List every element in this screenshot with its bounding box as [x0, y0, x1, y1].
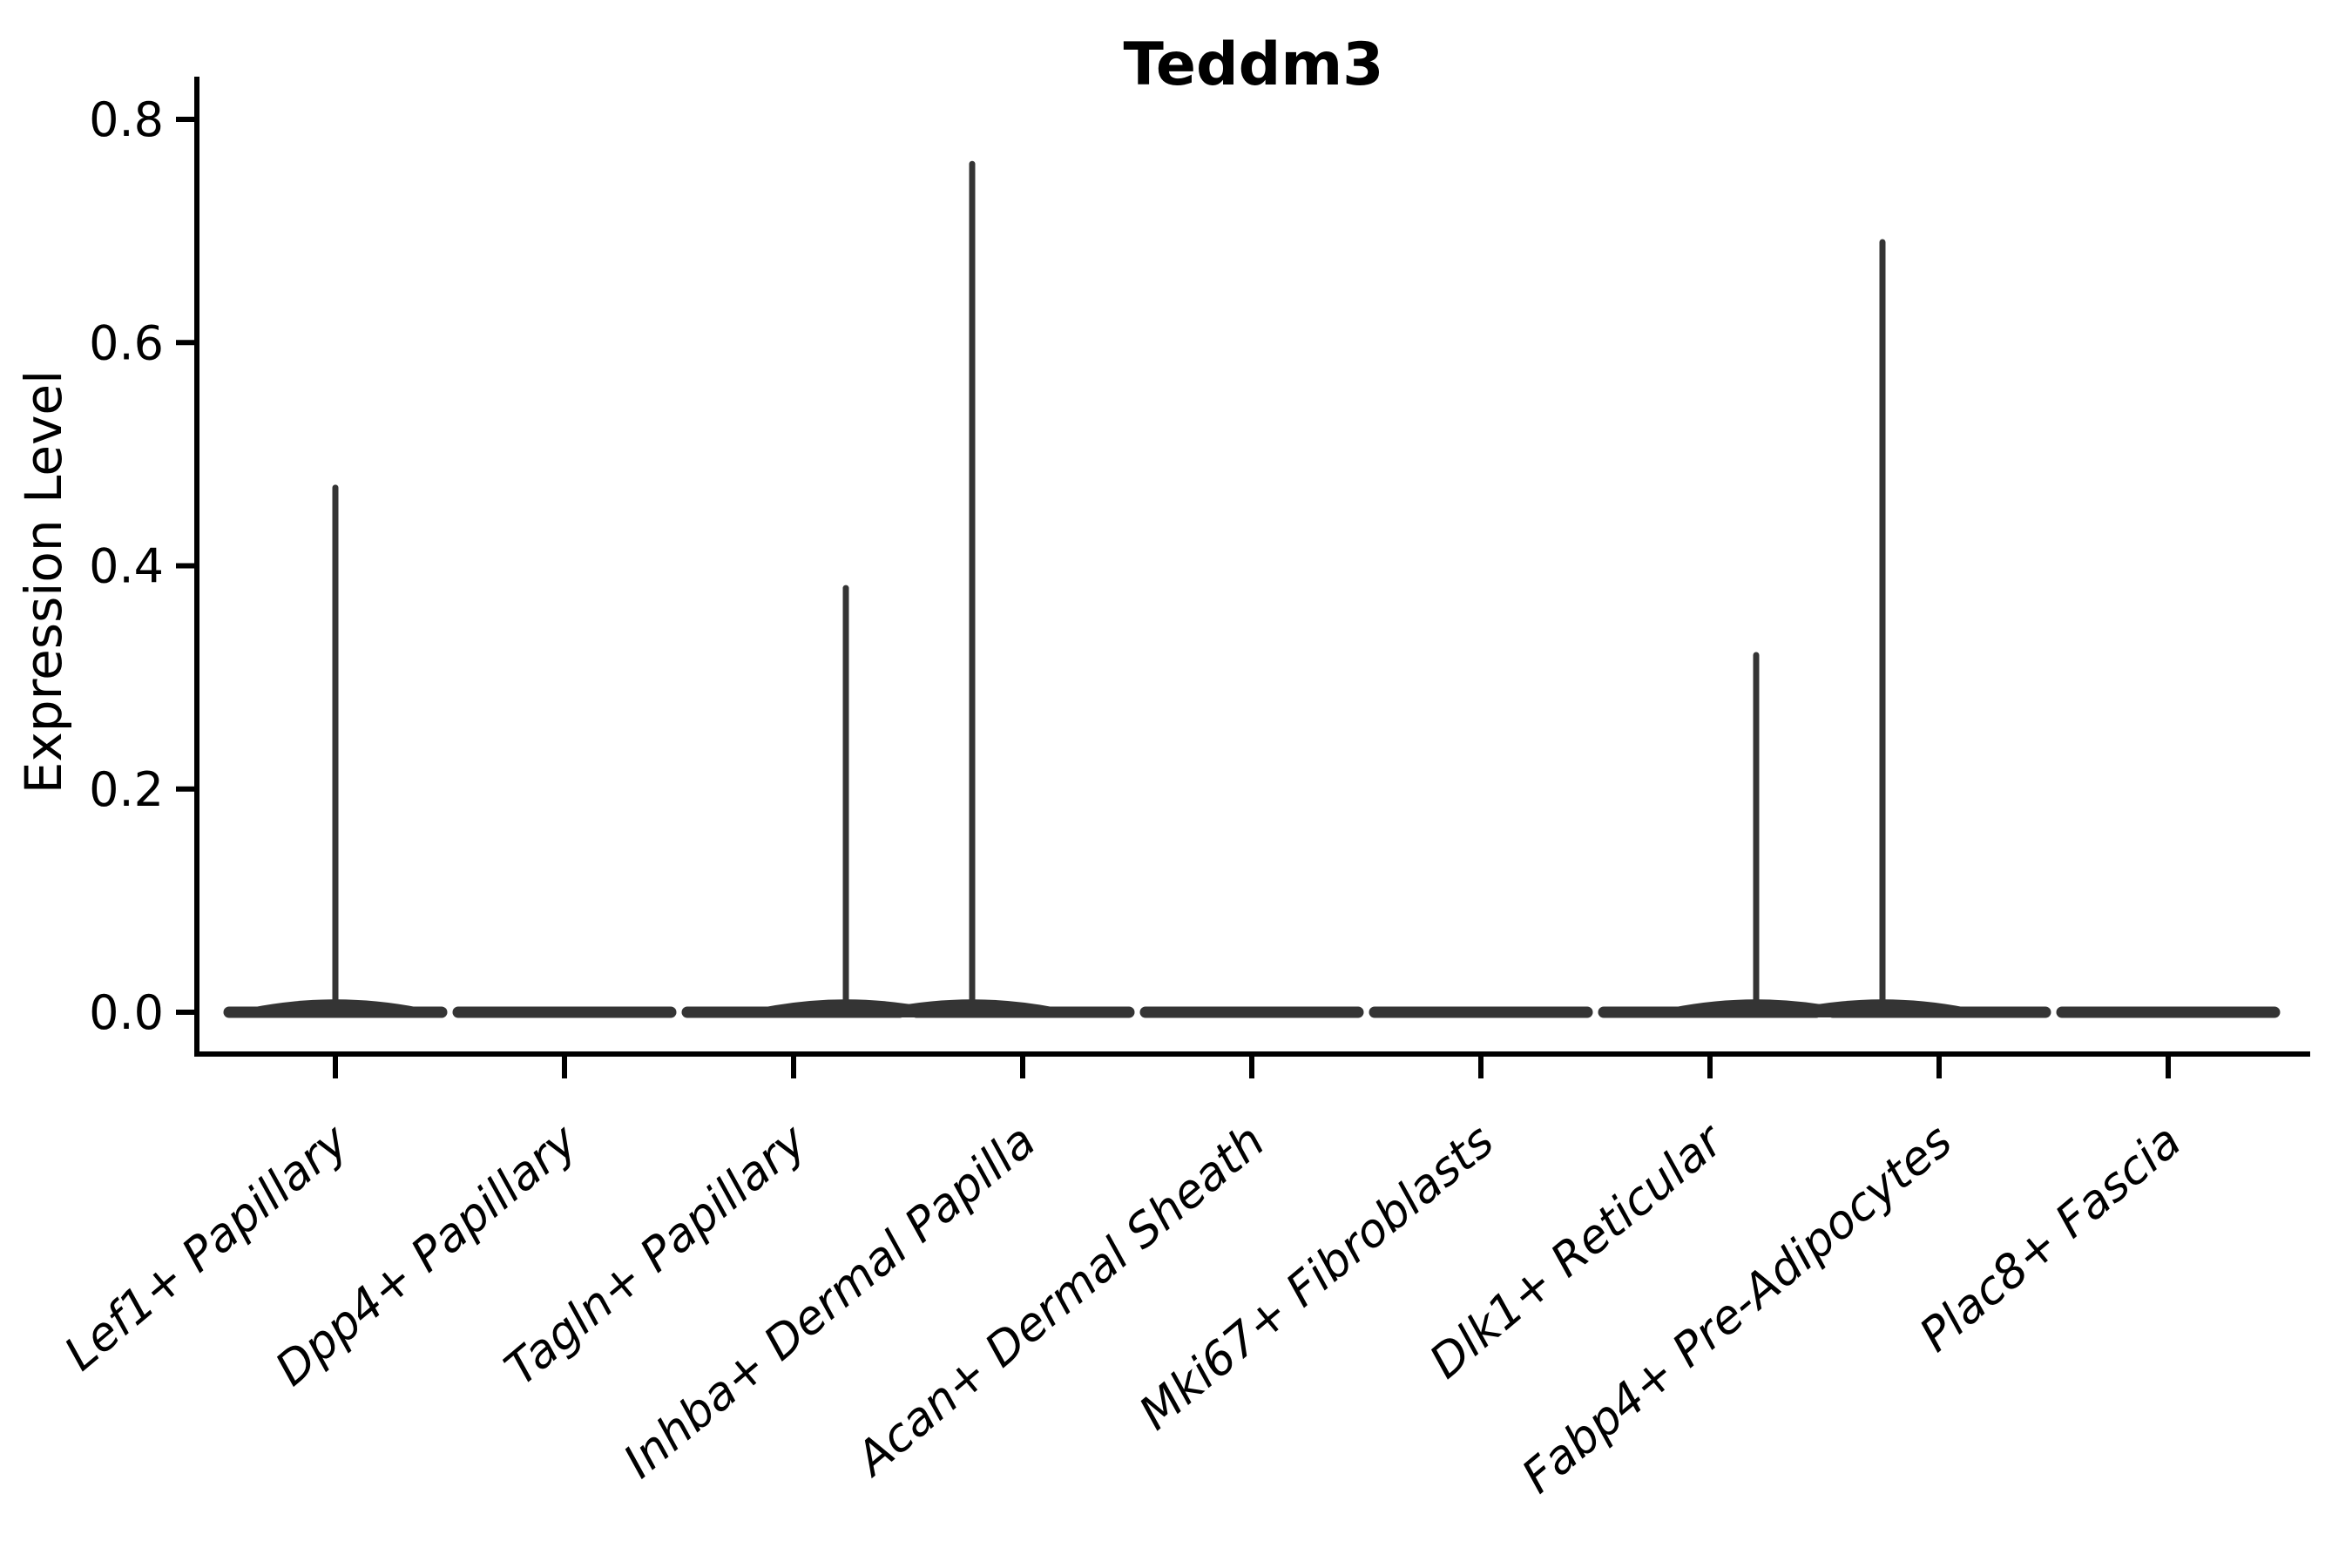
violin	[1800, 239, 2051, 1018]
violin	[1598, 652, 1839, 1018]
violin	[223, 484, 448, 1018]
y-tick-label: 0.8	[89, 92, 164, 147]
x-tick-label: Acan+ Dermal Sheath	[845, 1114, 1275, 1487]
y-tick-label: 0.0	[89, 985, 164, 1040]
chart-title: Teddm3	[1124, 30, 1384, 99]
y-axis-label: Expression Level	[14, 370, 73, 794]
violin	[681, 585, 929, 1018]
y-tick-label: 0.2	[89, 762, 164, 817]
y-tick-label: 0.6	[89, 315, 164, 370]
x-tick-label: Fabp4+ Pre-Adipocytes	[1512, 1114, 1962, 1504]
x-tick-label: Inhba+ Dermal Papilla	[614, 1114, 1046, 1489]
violin	[889, 160, 1135, 1018]
y-tick-label: 0.4	[89, 539, 164, 594]
